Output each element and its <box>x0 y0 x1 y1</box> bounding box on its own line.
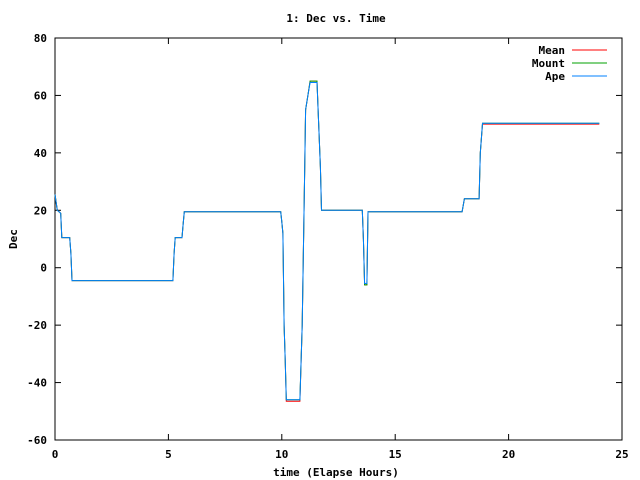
x-tick-label: 20 <box>502 448 515 461</box>
legend-label: Mean <box>539 44 566 57</box>
y-tick-label: -40 <box>27 377 47 390</box>
y-tick-label: 80 <box>34 32 47 45</box>
plot-frame <box>54 37 623 441</box>
y-tick-label: -60 <box>27 434 47 447</box>
chart-title: 1: Dec vs. Time <box>286 12 386 25</box>
y-tick-label: 20 <box>34 204 47 217</box>
y-tick-label: 0 <box>40 262 47 275</box>
y-tick-label: -20 <box>27 319 47 332</box>
x-tick-label: 15 <box>389 448 402 461</box>
series-line-mean <box>54 80 600 402</box>
series-line-ape <box>54 82 600 401</box>
x-tick-label: 10 <box>275 448 288 461</box>
y-tick-label: 40 <box>34 147 47 160</box>
legend-label: Ape <box>545 70 565 83</box>
y-tick-label: 60 <box>34 89 47 102</box>
x-tick-label: 0 <box>52 448 59 461</box>
legend-label: Mount <box>532 57 565 70</box>
x-tick-label: 25 <box>615 448 628 461</box>
x-tick-label: 5 <box>165 448 172 461</box>
y-axis-label: Dec <box>7 229 20 249</box>
series-line-mount <box>54 80 600 401</box>
x-axis-label: time (Elapse Hours) <box>273 466 399 479</box>
